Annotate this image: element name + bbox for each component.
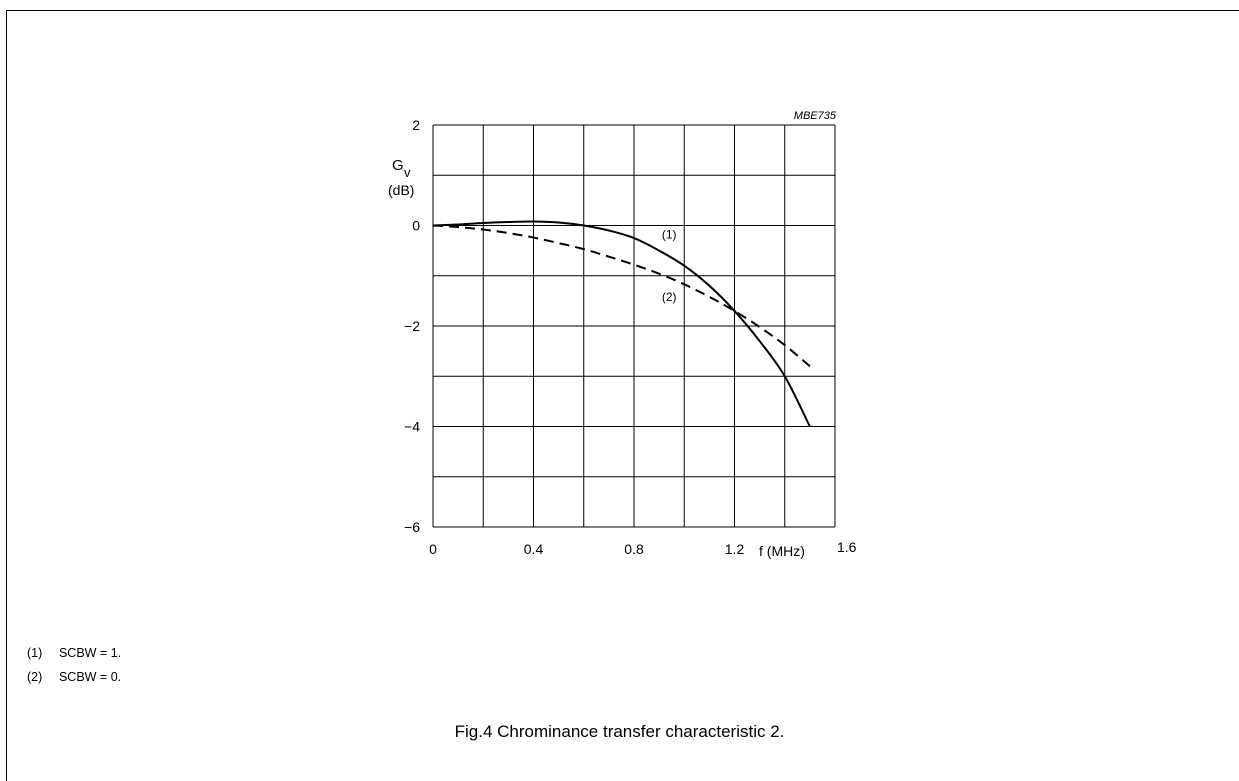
note-1: (1) SCBW = 1. (20, 632, 121, 660)
series-line-1 (432, 220, 811, 427)
y-axis-label-main: G (392, 157, 404, 174)
figure-caption: Fig.4 Chrominance transfer characteristi… (0, 722, 1239, 742)
y-axis-unit: (dB) (388, 182, 414, 198)
y-tick-label: −6 (404, 519, 420, 535)
y-tick-label: −4 (404, 419, 420, 435)
chart-series (432, 220, 811, 427)
y-tick-label: −2 (404, 318, 420, 334)
note-2-number: (2) (26, 670, 43, 684)
note-2: (2) SCBW = 0. (20, 656, 121, 684)
y-axis-label-subscript: v (404, 165, 411, 180)
y-tick-label: 2 (412, 117, 420, 133)
x-tick-label: 1.6 (837, 539, 857, 555)
series-label-1: (1) (662, 228, 677, 242)
x-tick-label: 0 (429, 541, 437, 557)
page-frame (6, 10, 1239, 781)
chart-labels: MBE735 G v (dB) f (MHz) 0 0.4 0.8 1.2 1.620−… (388, 110, 857, 559)
figure-caption-text: Fig.4 Chrominance transfer characteristi… (454, 722, 785, 741)
series-label-2: (2) (662, 290, 677, 304)
chart-grid (432, 124, 836, 528)
y-tick-label: 0 (412, 218, 420, 234)
x-tick-label: 1.2 (725, 541, 745, 557)
x-tick-label: 0.8 (624, 541, 644, 557)
series-line-2 (432, 224, 811, 367)
x-tick-label: 0.4 (524, 541, 544, 557)
note-1-number: (1) (26, 646, 43, 660)
note-1-text: SCBW = 1. (58, 646, 122, 660)
note-2-text: SCBW = 0. (58, 670, 122, 684)
x-axis-label: f (MHz) (759, 543, 805, 559)
chart-code-label: MBE735 (794, 110, 837, 122)
